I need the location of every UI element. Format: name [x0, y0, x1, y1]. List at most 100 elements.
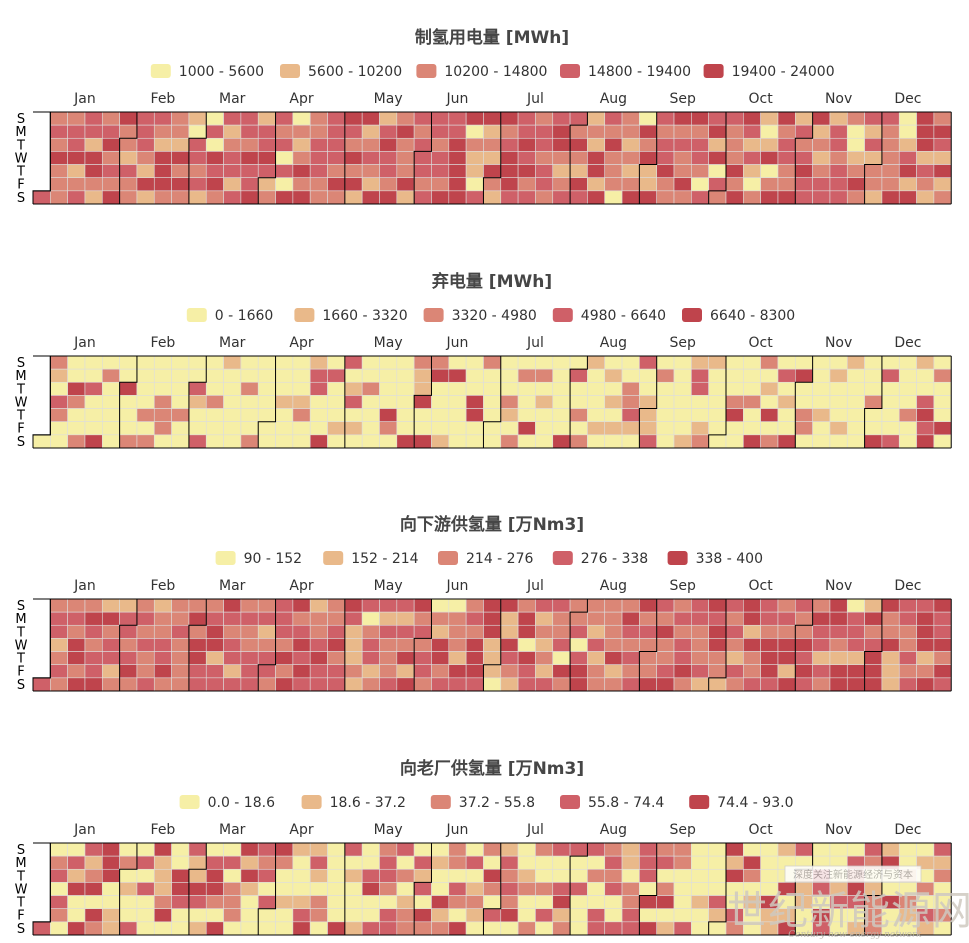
- day-cell[interactable]: [621, 395, 640, 409]
- day-cell[interactable]: [223, 921, 242, 936]
- day-cell[interactable]: [916, 842, 935, 857]
- day-cell[interactable]: [639, 381, 658, 396]
- day-cell[interactable]: [292, 598, 311, 613]
- day-cell[interactable]: [535, 421, 554, 436]
- day-cell[interactable]: [639, 651, 658, 665]
- day-cell[interactable]: [223, 624, 242, 639]
- day-cell[interactable]: [535, 908, 554, 923]
- day-cell[interactable]: [327, 111, 346, 126]
- day-cell[interactable]: [743, 664, 761, 679]
- day-cell[interactable]: [760, 677, 779, 692]
- day-cell[interactable]: [916, 598, 935, 613]
- day-cell[interactable]: [413, 842, 432, 857]
- day-cell[interactable]: [153, 190, 172, 205]
- day-cell[interactable]: [465, 921, 484, 936]
- day-cell[interactable]: [292, 638, 311, 652]
- day-cell[interactable]: [829, 355, 848, 370]
- day-cell[interactable]: [725, 638, 744, 652]
- day-cell[interactable]: [569, 855, 588, 870]
- day-cell[interactable]: [67, 434, 86, 449]
- day-cell[interactable]: [881, 664, 900, 679]
- day-cell[interactable]: [656, 638, 675, 652]
- day-cell[interactable]: [205, 355, 224, 370]
- day-cell[interactable]: [309, 882, 328, 896]
- day-cell[interactable]: [50, 677, 68, 692]
- day-cell[interactable]: [483, 895, 502, 909]
- day-cell[interactable]: [188, 408, 207, 422]
- day-cell[interactable]: [396, 151, 415, 165]
- day-cell[interactable]: [760, 177, 779, 192]
- day-cell[interactable]: [569, 651, 588, 665]
- day-cell[interactable]: [898, 355, 917, 370]
- day-cell[interactable]: [708, 651, 727, 665]
- day-cell[interactable]: [673, 855, 692, 870]
- day-cell[interactable]: [257, 151, 276, 165]
- day-cell[interactable]: [933, 368, 952, 383]
- day-cell[interactable]: [327, 842, 346, 857]
- day-cell[interactable]: [205, 395, 224, 409]
- day-cell[interactable]: [569, 624, 588, 639]
- day-cell[interactable]: [119, 164, 138, 178]
- day-cell[interactable]: [898, 137, 917, 152]
- day-cell[interactable]: [240, 651, 259, 665]
- day-cell[interactable]: [933, 842, 952, 857]
- day-cell[interactable]: [881, 677, 900, 692]
- day-cell[interactable]: [673, 408, 692, 422]
- day-cell[interactable]: [465, 190, 484, 205]
- day-cell[interactable]: [205, 882, 224, 896]
- day-cell[interactable]: [396, 368, 415, 383]
- day-cell[interactable]: [136, 638, 155, 652]
- day-cell[interactable]: [794, 190, 813, 205]
- legend-item[interactable]: 37.2 - 55.8: [430, 795, 535, 811]
- day-cell[interactable]: [743, 164, 761, 178]
- day-cell[interactable]: [465, 842, 484, 857]
- day-cell[interactable]: [725, 355, 744, 370]
- day-cell[interactable]: [535, 895, 554, 909]
- day-cell[interactable]: [431, 842, 450, 857]
- day-cell[interactable]: [327, 651, 346, 665]
- day-cell[interactable]: [898, 638, 917, 652]
- day-cell[interactable]: [361, 124, 380, 139]
- day-cell[interactable]: [292, 408, 311, 422]
- day-cell[interactable]: [898, 177, 917, 192]
- day-cell[interactable]: [794, 408, 813, 422]
- day-cell[interactable]: [205, 868, 224, 883]
- day-cell[interactable]: [483, 177, 502, 192]
- day-cell[interactable]: [587, 164, 606, 178]
- day-cell[interactable]: [898, 624, 917, 639]
- day-cell[interactable]: [656, 868, 675, 883]
- day-cell[interactable]: [102, 137, 120, 152]
- day-cell[interactable]: [292, 651, 311, 665]
- day-cell[interactable]: [517, 651, 536, 665]
- day-cell[interactable]: [309, 598, 328, 613]
- day-cell[interactable]: [881, 164, 900, 178]
- day-cell[interactable]: [552, 190, 571, 205]
- day-cell[interactable]: [743, 421, 761, 436]
- day-cell[interactable]: [465, 868, 484, 883]
- day-cell[interactable]: [829, 651, 848, 665]
- day-cell[interactable]: [257, 664, 276, 679]
- day-cell[interactable]: [916, 151, 935, 165]
- day-cell[interactable]: [656, 895, 675, 909]
- day-cell[interactable]: [136, 408, 155, 422]
- day-cell[interactable]: [413, 124, 432, 139]
- day-cell[interactable]: [691, 355, 709, 370]
- day-cell[interactable]: [569, 908, 588, 923]
- day-cell[interactable]: [587, 137, 606, 152]
- day-cell[interactable]: [257, 381, 276, 396]
- day-cell[interactable]: [257, 164, 276, 178]
- day-cell[interactable]: [569, 611, 588, 626]
- day-cell[interactable]: [569, 842, 588, 857]
- day-cell[interactable]: [725, 677, 744, 692]
- day-cell[interactable]: [500, 921, 519, 936]
- day-cell[interactable]: [431, 368, 450, 383]
- day-cell[interactable]: [84, 611, 103, 626]
- day-cell[interactable]: [673, 137, 692, 152]
- day-cell[interactable]: [431, 598, 450, 613]
- day-cell[interactable]: [361, 908, 380, 923]
- day-cell[interactable]: [396, 908, 415, 923]
- day-cell[interactable]: [673, 421, 692, 436]
- day-cell[interactable]: [344, 868, 363, 883]
- day-cell[interactable]: [188, 664, 207, 679]
- day-cell[interactable]: [587, 651, 606, 665]
